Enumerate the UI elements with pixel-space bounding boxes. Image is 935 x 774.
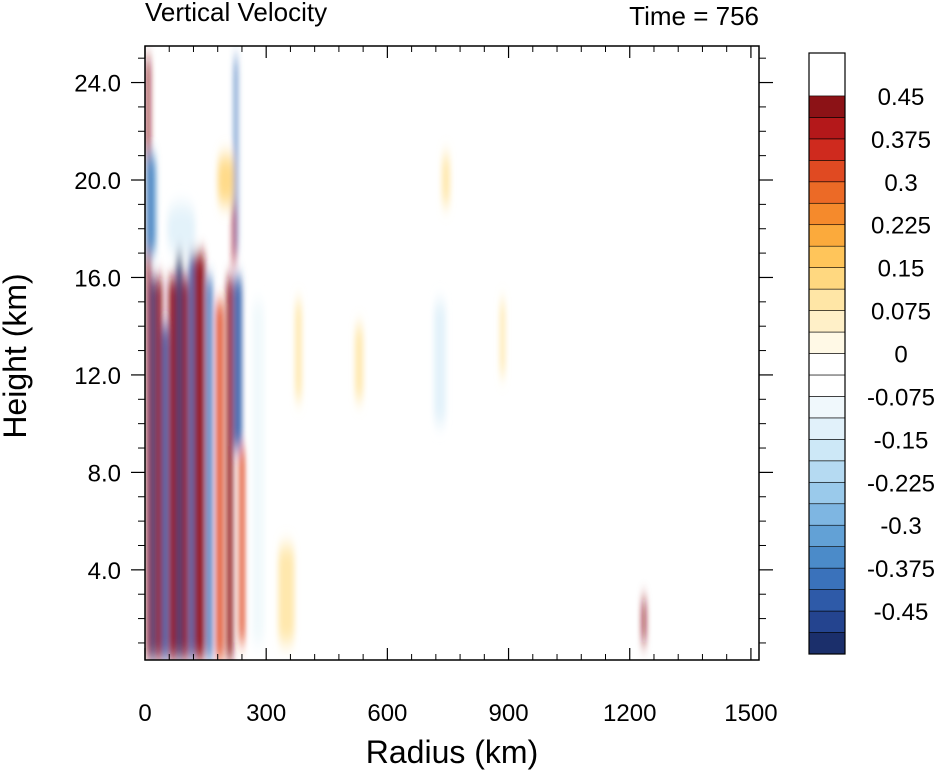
y-axis-ticks: 4.0 8.0 12.0 16.0 20.0 24.0 (74, 57, 773, 644)
y-tick-label: 20.0 (74, 168, 121, 195)
x-tick-label: 1200 (603, 700, 656, 727)
velocity-feature-5 (176, 253, 183, 660)
colorbar-bin (808, 460, 846, 483)
chart-title: Vertical Velocity (145, 0, 327, 27)
colorbar-bin (808, 353, 846, 376)
colorbar-bin (808, 524, 846, 547)
colorbar-bin (808, 331, 846, 354)
colorbar-frame (808, 52, 846, 655)
colorbar-labels: 0.45 0.375 0.3 0.225 0.15 0.075 0 -0.075 -0.15 -0… (867, 84, 935, 626)
colorbar (808, 95, 846, 655)
colorbar-label: 0.45 (878, 84, 925, 111)
velocity-feature-9 (206, 277, 213, 660)
colorbar-bin (808, 245, 846, 268)
velocity-feature-17 (167, 204, 196, 254)
colorbar-bin (808, 632, 846, 655)
y-tick-label: 4.0 (88, 558, 121, 585)
velocity-feature-6 (182, 277, 189, 660)
colorbar-label: 0.225 (871, 213, 931, 240)
colorbar-label: -0.375 (867, 556, 935, 583)
colorbar-bin (808, 589, 846, 612)
velocity-feature-4 (168, 277, 177, 660)
colorbar-label: -0.075 (867, 384, 935, 411)
colorbar-bin (808, 610, 846, 633)
velocity-feature-15 (239, 448, 245, 643)
velocity-feature-14 (232, 204, 236, 266)
colorbar-label: 0.375 (871, 127, 931, 154)
velocity-feature-25 (500, 301, 505, 375)
velocity-feature-3 (162, 326, 169, 660)
colorbar-label: 0 (894, 342, 907, 369)
colorbar-bin (808, 202, 846, 226)
velocity-feature-16 (146, 155, 156, 254)
colorbar-bin (808, 396, 846, 419)
chart-subtitle: Time = 756 (629, 1, 759, 31)
colorbar-bin (808, 439, 846, 462)
velocity-feature-19 (252, 301, 265, 643)
velocity-feature-10 (216, 301, 224, 660)
velocity-feature-2 (155, 277, 163, 660)
colorbar-label: -0.45 (874, 599, 929, 626)
colorbar-bin (808, 288, 846, 311)
colorbar-bin (808, 267, 846, 290)
colorbar-bin (808, 117, 846, 140)
colorbar-label: -0.15 (874, 427, 929, 454)
x-tick-label: 0 (138, 700, 151, 727)
x-tick-label: 900 (489, 700, 529, 727)
colorbar-bin (808, 310, 846, 333)
velocity-feature-7 (189, 253, 194, 660)
x-axis-label: Radius (km) (366, 734, 538, 770)
velocity-feature-13 (234, 58, 238, 254)
velocity-feature-18 (217, 155, 234, 205)
y-tick-label: 16.0 (74, 265, 121, 292)
colorbar-label: 0.3 (884, 170, 917, 197)
colorbar-label: -0.3 (880, 513, 921, 540)
x-tick-label: 1500 (724, 700, 777, 727)
velocity-feature-1 (150, 277, 156, 660)
colorbar-bin (808, 224, 846, 247)
velocity-feature-11 (226, 277, 234, 660)
x-tick-label: 300 (246, 700, 286, 727)
y-tick-label: 12.0 (74, 363, 121, 390)
velocity-feature-23 (433, 301, 446, 424)
velocity-feature-8 (193, 253, 206, 660)
y-tick-label: 8.0 (88, 460, 121, 487)
heatmap-field (146, 58, 646, 660)
velocity-feature-0 (146, 58, 151, 660)
colorbar-bin (808, 546, 846, 569)
colorbar-bin (808, 95, 846, 118)
velocity-feature-12 (233, 277, 242, 449)
colorbar-bin (808, 160, 846, 183)
colorbar-bin (808, 481, 846, 505)
colorbar-bin (808, 138, 846, 161)
colorbar-bin (808, 374, 846, 397)
colorbar-label: -0.225 (867, 470, 935, 497)
y-axis-label: Height (km) (0, 273, 33, 438)
colorbar-bin (808, 181, 846, 204)
x-axis-ticks: 0 300 600 900 1200 1500 (138, 46, 778, 727)
colorbar-label: 0.075 (871, 299, 931, 326)
x-tick-label: 600 (367, 700, 407, 727)
colorbar-bin (808, 567, 846, 590)
velocity-feature-20 (278, 545, 295, 643)
plot-frame (144, 45, 760, 661)
colorbar-bin (808, 417, 846, 440)
velocity-feature-22 (355, 326, 364, 400)
plot-background (145, 46, 759, 660)
velocity-feature-21 (295, 301, 302, 400)
y-tick-label: 24.0 (74, 71, 121, 98)
velocity-feature-26 (641, 599, 646, 643)
velocity-feature-24 (441, 155, 450, 205)
colorbar-label: 0.15 (878, 256, 925, 283)
colorbar-bin (808, 503, 846, 526)
